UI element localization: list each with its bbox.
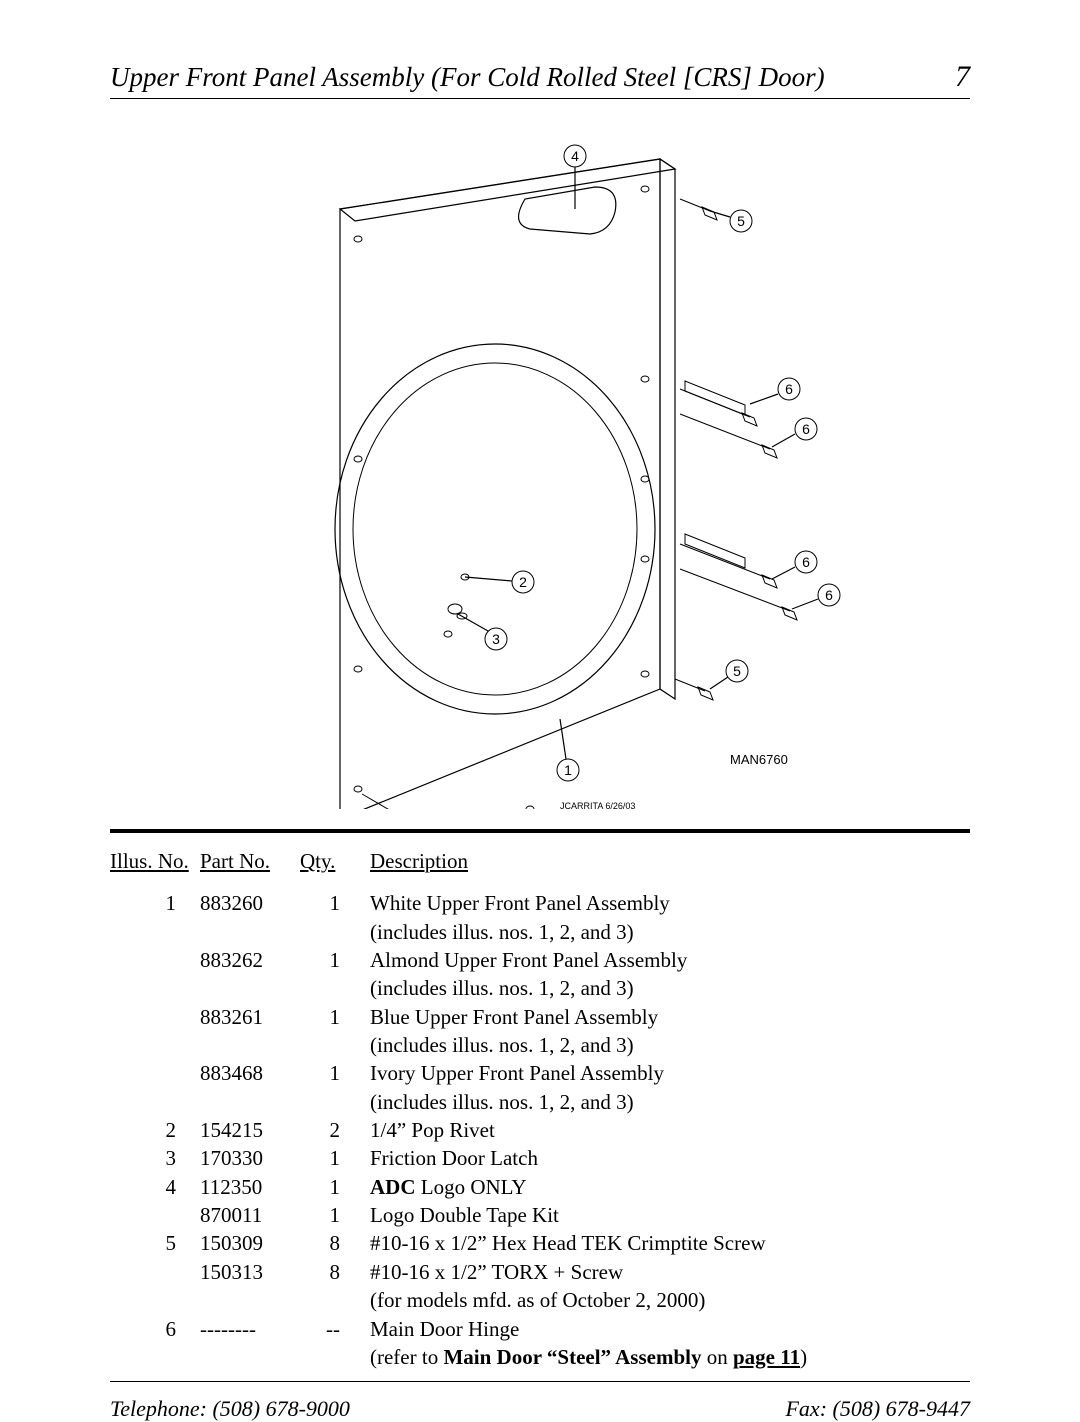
cell-illus: 6 — [110, 1315, 200, 1372]
page-footer: Telephone: (508) 678-9000 Fax: (508) 678… — [110, 1396, 970, 1422]
cell-part: 870011 — [200, 1201, 300, 1229]
table-row: 8832621Almond Upper Front Panel Assembly… — [110, 946, 970, 1003]
cell-part: 170330 — [200, 1144, 300, 1172]
exploded-diagram: 4 5 6 6 6 — [230, 129, 850, 809]
cell-desc: ADC Logo ONLY — [370, 1173, 970, 1201]
th-part: Part No. — [200, 847, 300, 889]
cell-illus: 5 — [110, 1229, 200, 1257]
cell-illus: 1 — [110, 889, 200, 946]
table-row: 6----------Main Door Hinge(refer to Main… — [110, 1315, 970, 1372]
callout-6b: 6 — [795, 418, 817, 440]
cell-part: 883260 — [200, 889, 300, 946]
svg-text:5: 5 — [733, 663, 741, 679]
svg-text:6: 6 — [825, 587, 833, 603]
table-row: 51503098#10-16 x 1/2” Hex Head TEK Crimp… — [110, 1229, 970, 1257]
diagram-ref: MAN6760 — [730, 752, 788, 767]
rule-bottom — [110, 1381, 970, 1382]
table-row: 8700111Logo Double Tape Kit — [110, 1201, 970, 1229]
callout-2: 2 — [512, 571, 534, 593]
callout-6d: 6 — [818, 584, 840, 606]
table-row: 31703301Friction Door Latch — [110, 1144, 970, 1172]
table-header-row: Illus. No. Part No. Qty. Description — [110, 847, 970, 889]
cell-part: 883468 — [200, 1059, 300, 1116]
diagram-container: 4 5 6 6 6 — [110, 129, 970, 809]
cell-part: 112350 — [200, 1173, 300, 1201]
page-title: Upper Front Panel Assembly (For Cold Rol… — [110, 62, 825, 93]
cell-part: -------- — [200, 1315, 300, 1372]
footer-fax: Fax: (508) 678-9447 — [785, 1396, 970, 1422]
cell-qty: 1 — [300, 1059, 370, 1116]
cell-qty: 1 — [300, 946, 370, 1003]
cell-desc: #10-16 x 1/2” TORX + Screw(for models mf… — [370, 1258, 970, 1315]
page-header: Upper Front Panel Assembly (For Cold Rol… — [110, 60, 970, 99]
table-row: 215421521/4” Pop Rivet — [110, 1116, 970, 1144]
cell-desc: 1/4” Pop Rivet — [370, 1116, 970, 1144]
callout-6c: 6 — [795, 551, 817, 573]
cell-illus — [110, 1003, 200, 1060]
cell-desc: Friction Door Latch — [370, 1144, 970, 1172]
cell-desc: #10-16 x 1/2” Hex Head TEK Crimptite Scr… — [370, 1229, 970, 1257]
cell-qty: 8 — [300, 1229, 370, 1257]
svg-text:6: 6 — [785, 381, 793, 397]
cell-part: 150309 — [200, 1229, 300, 1257]
table-row: 1503138#10-16 x 1/2” TORX + Screw(for mo… — [110, 1258, 970, 1315]
th-qty: Qty. — [300, 847, 370, 889]
cell-desc: Blue Upper Front Panel Assembly(includes… — [370, 1003, 970, 1060]
svg-text:6: 6 — [802, 554, 810, 570]
callout-6a: 6 — [778, 378, 800, 400]
table-row: 18832601White Upper Front Panel Assembly… — [110, 889, 970, 946]
cell-illus — [110, 946, 200, 1003]
diagram-credit: JCARRITA 6/26/03 — [560, 801, 635, 809]
table-row: 8834681Ivory Upper Front Panel Assembly(… — [110, 1059, 970, 1116]
cell-qty: 1 — [300, 1173, 370, 1201]
cell-illus: 2 — [110, 1116, 200, 1144]
th-illus: Illus. No. — [110, 847, 200, 889]
callout-1: 1 — [557, 759, 579, 781]
cell-illus: 4 — [110, 1173, 200, 1201]
table-row: 8832611Blue Upper Front Panel Assembly(i… — [110, 1003, 970, 1060]
th-desc: Description — [370, 847, 970, 889]
cell-desc: White Upper Front Panel Assembly(include… — [370, 889, 970, 946]
cell-part: 883261 — [200, 1003, 300, 1060]
cell-desc: Almond Upper Front Panel Assembly(includ… — [370, 946, 970, 1003]
rule-top — [110, 829, 970, 833]
cell-part: 883262 — [200, 946, 300, 1003]
cell-qty: 1 — [300, 1003, 370, 1060]
footer-phone: Telephone: (508) 678-9000 — [110, 1396, 350, 1422]
cell-illus — [110, 1059, 200, 1116]
parts-table: Illus. No. Part No. Qty. Description 188… — [110, 847, 970, 1371]
cell-illus: 3 — [110, 1144, 200, 1172]
cell-qty: -- — [300, 1315, 370, 1372]
cell-part: 150313 — [200, 1258, 300, 1315]
callout-5b: 5 — [726, 660, 748, 682]
cell-illus — [110, 1258, 200, 1315]
svg-text:6: 6 — [802, 421, 810, 437]
svg-text:4: 4 — [571, 148, 579, 164]
cell-desc: Ivory Upper Front Panel Assembly(include… — [370, 1059, 970, 1116]
table-row: 41123501ADC Logo ONLY — [110, 1173, 970, 1201]
cell-part: 154215 — [200, 1116, 300, 1144]
cell-desc: Logo Double Tape Kit — [370, 1201, 970, 1229]
callout-5a: 5 — [730, 210, 752, 232]
cell-illus — [110, 1201, 200, 1229]
page-number: 7 — [955, 60, 970, 94]
cell-qty: 1 — [300, 889, 370, 946]
cell-qty: 1 — [300, 1144, 370, 1172]
svg-text:2: 2 — [519, 574, 527, 590]
svg-text:3: 3 — [492, 631, 500, 647]
cell-desc: Main Door Hinge(refer to Main Door “Stee… — [370, 1315, 970, 1372]
svg-text:5: 5 — [737, 213, 745, 229]
svg-text:1: 1 — [564, 762, 572, 778]
callout-3: 3 — [485, 628, 507, 650]
cell-qty: 2 — [300, 1116, 370, 1144]
callout-4: 4 — [564, 145, 586, 167]
cell-qty: 8 — [300, 1258, 370, 1315]
cell-qty: 1 — [300, 1201, 370, 1229]
